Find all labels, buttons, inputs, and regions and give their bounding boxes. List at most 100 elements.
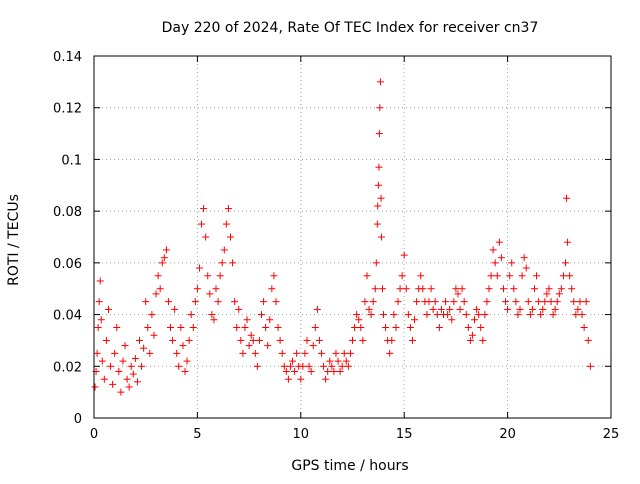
data-point xyxy=(328,362,336,370)
data-point xyxy=(450,298,458,306)
data-point xyxy=(135,336,143,344)
y-tick-label: 0 xyxy=(74,412,82,427)
data-point xyxy=(460,298,468,306)
data-point xyxy=(239,349,247,357)
data-point xyxy=(289,357,297,365)
y-tick-label: 0.14 xyxy=(53,50,82,65)
data-point xyxy=(485,285,493,293)
data-point xyxy=(224,205,232,213)
data-point xyxy=(268,285,276,293)
data-point xyxy=(568,285,576,293)
data-point xyxy=(270,272,278,280)
y-tick-label: 0.06 xyxy=(53,257,82,272)
data-point xyxy=(466,336,474,344)
data-point xyxy=(258,311,266,319)
data-point xyxy=(524,298,532,306)
data-point xyxy=(504,305,512,313)
data-point xyxy=(129,370,137,378)
data-point xyxy=(570,298,578,306)
data-point xyxy=(167,324,175,331)
data-point xyxy=(117,388,125,396)
data-point xyxy=(475,311,483,319)
data-point xyxy=(518,272,526,280)
data-point xyxy=(226,233,234,241)
data-point xyxy=(373,220,381,228)
data-point xyxy=(340,349,348,357)
data-point xyxy=(193,285,201,293)
data-point xyxy=(413,298,421,306)
data-point xyxy=(243,316,251,324)
data-point xyxy=(553,298,561,306)
data-point xyxy=(104,305,112,313)
data-point xyxy=(404,311,412,319)
grid xyxy=(94,56,611,418)
data-point xyxy=(303,336,311,344)
data-point xyxy=(508,259,516,267)
data-point xyxy=(346,349,354,357)
data-point xyxy=(369,298,377,306)
data-point xyxy=(206,290,214,298)
data-point xyxy=(123,375,131,383)
data-point xyxy=(260,298,268,306)
data-point xyxy=(574,305,582,313)
data-point xyxy=(96,277,104,285)
plot-frame xyxy=(93,55,612,419)
data-point xyxy=(278,349,286,357)
x-tick-label: 5 xyxy=(193,427,201,442)
data-point xyxy=(100,375,108,383)
data-point xyxy=(115,367,123,375)
data-point xyxy=(349,336,356,344)
data-point xyxy=(291,367,299,375)
data-point xyxy=(286,362,294,370)
data-point xyxy=(218,259,226,267)
data-point xyxy=(429,305,437,313)
data-point xyxy=(377,194,385,202)
data-point xyxy=(164,298,172,306)
data-point xyxy=(584,336,592,344)
data-point xyxy=(204,272,212,280)
data-point xyxy=(566,272,574,280)
data-point xyxy=(330,367,338,375)
chart-title: Day 220 of 2024, Rate Of TEC Index for r… xyxy=(162,20,539,36)
data-point xyxy=(516,305,524,313)
data-point xyxy=(402,285,410,293)
data-point xyxy=(374,181,382,189)
data-point xyxy=(315,336,323,344)
data-point xyxy=(262,324,270,331)
data-point xyxy=(175,362,183,370)
data-point xyxy=(372,259,380,267)
data-point xyxy=(280,362,288,370)
data-point xyxy=(435,324,443,331)
data-point xyxy=(419,285,427,293)
x-axis-label: GPS time / hours xyxy=(291,458,408,474)
y-tick-label: 0.08 xyxy=(53,205,82,220)
data-point xyxy=(535,298,543,306)
data-point xyxy=(374,202,382,210)
data-point xyxy=(365,305,373,313)
data-point xyxy=(210,316,218,324)
data-point xyxy=(91,383,99,391)
data-point xyxy=(375,130,383,138)
data-point xyxy=(396,285,404,293)
data-point xyxy=(322,375,330,383)
data-point xyxy=(444,311,452,319)
data-point xyxy=(578,311,586,319)
data-point xyxy=(247,331,255,339)
data-point xyxy=(158,259,166,267)
data-point xyxy=(214,298,222,306)
data-point xyxy=(539,305,547,313)
data-point xyxy=(563,194,571,202)
data-point xyxy=(533,272,541,280)
data-point xyxy=(200,205,208,213)
data-point xyxy=(493,272,501,280)
data-point xyxy=(433,311,441,319)
y-tick-label: 0.04 xyxy=(53,309,82,324)
data-point xyxy=(142,298,150,306)
data-point xyxy=(411,316,419,324)
data-point xyxy=(506,272,514,280)
data-point xyxy=(431,298,439,306)
data-point xyxy=(497,254,505,262)
data-point xyxy=(146,349,154,357)
